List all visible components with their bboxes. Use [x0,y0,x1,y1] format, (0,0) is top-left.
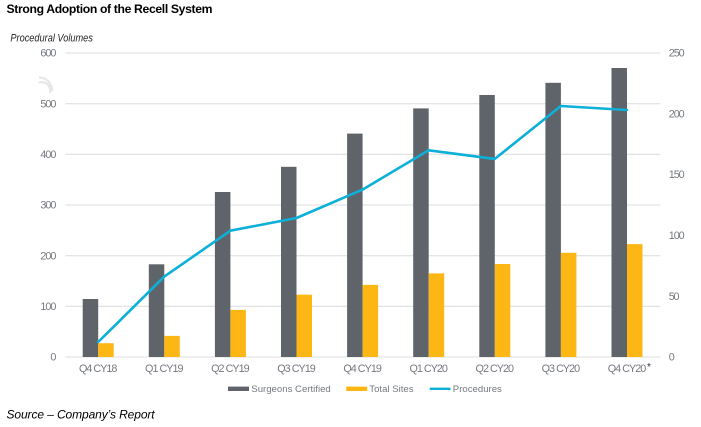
svg-text:Q2 CY20: Q2 CY20 [476,363,515,375]
svg-text:Q1 CY20: Q1 CY20 [409,363,448,375]
svg-text:200: 200 [669,108,685,120]
svg-text:0: 0 [50,352,56,364]
svg-text:100: 100 [40,301,56,313]
svg-text:250: 250 [669,48,685,60]
svg-text:600: 600 [40,48,56,60]
svg-text:*: * [647,362,651,373]
svg-text:100: 100 [669,230,685,242]
svg-text:500: 500 [40,98,56,110]
svg-text:Q3 CY19: Q3 CY19 [277,363,316,375]
svg-text:Source – Company’s Report: Source – Company’s Report [7,408,156,422]
svg-text:Strong Adoption of the Recell: Strong Adoption of the Recell System [7,2,213,16]
svg-text:400: 400 [40,149,56,161]
svg-text:300: 300 [40,200,56,212]
svg-text:Q4 CY20: Q4 CY20 [608,363,647,375]
svg-text:0: 0 [669,352,675,364]
svg-text:150: 150 [669,169,685,181]
svg-text:Q2 CY19: Q2 CY19 [211,363,250,375]
svg-text:Procedures: Procedures [453,384,502,395]
svg-text:Total Sites: Total Sites [369,384,413,395]
svg-text:Q4 CY19: Q4 CY19 [343,363,382,375]
svg-text:Q4 CY18: Q4 CY18 [79,363,118,375]
svg-text:Q3 CY20: Q3 CY20 [542,363,581,375]
svg-text:50: 50 [669,291,680,303]
svg-text:Procedural Volumes: Procedural Volumes [10,33,93,45]
svg-text:200: 200 [40,250,56,262]
svg-text:Surgeons Certified: Surgeons Certified [251,384,330,395]
svg-text:Q1 CY19: Q1 CY19 [145,363,184,375]
